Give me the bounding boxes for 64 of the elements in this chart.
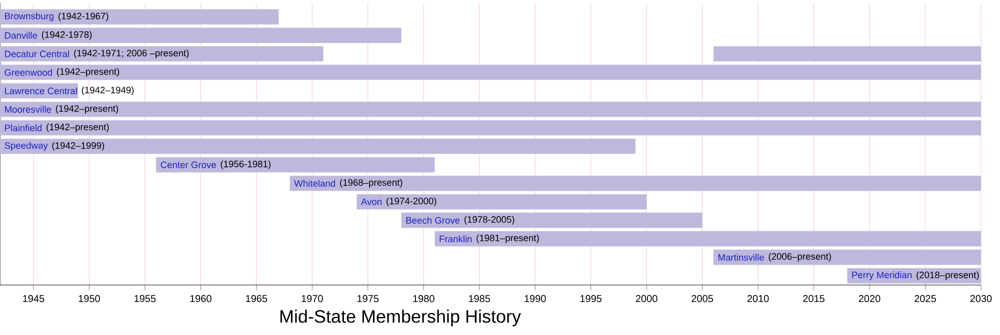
annotation: (2018–present): [916, 271, 979, 280]
x-tick-label: 1975: [358, 295, 379, 302]
y-tick-label: Brownsburg: [5, 12, 54, 22]
bar: [434, 231, 981, 246]
y-tick-label: Whiteland: [294, 180, 335, 187]
x-tick-label: 2005: [692, 295, 713, 302]
y-tick-label: Beech Grove: [406, 216, 460, 224]
y-tick-label: Martinsville: [718, 254, 764, 261]
y-tick-label: Avon: [361, 198, 382, 206]
y-tick-label: Greenwood: [4, 68, 52, 76]
x-tick-label: 1985: [468, 295, 490, 302]
x-tick-label: 1955: [134, 295, 156, 302]
x-tick-label: 2010: [747, 295, 769, 302]
annotation: (1978-2005): [464, 216, 514, 225]
x-tick-label: 1965: [246, 295, 268, 302]
annotation: (1956-1981): [220, 160, 270, 170]
annotation: (1968–present): [340, 178, 402, 188]
y-tick-label: Lawrence Central: [5, 87, 77, 94]
y-tick-label: Mooresville: [5, 106, 52, 113]
bar: [0, 120, 981, 136]
text: Mid-State Membership History: [280, 310, 521, 326]
y-tick-label: Franklin: [440, 235, 472, 242]
x-tick-label: 1970: [302, 295, 323, 302]
bar: [0, 138, 636, 154]
bar: [401, 212, 702, 228]
bar: [0, 46, 324, 62]
annotation: (2006–present): [768, 252, 831, 262]
x-tick-label: 1995: [580, 295, 602, 302]
x-tick-label: 1990: [524, 295, 546, 302]
bar: [0, 64, 981, 80]
x-tick-label: 2020: [858, 295, 880, 302]
annotation: (1942–present): [46, 123, 109, 132]
annotation: (1942-1971; 2006 –present): [74, 50, 189, 58]
y-tick-label: Decatur Central: [5, 50, 69, 58]
y-tick-label: Plainfield: [5, 124, 42, 132]
annotation: (1974-2000): [386, 197, 436, 206]
bar: [0, 28, 402, 43]
y-tick-label: Danville: [5, 32, 38, 39]
y-tick-label: Speedway: [4, 142, 48, 151]
y-tick-label: Perry Meridian: [852, 271, 912, 280]
annotation: (1942–1949): [82, 86, 134, 96]
bar: [356, 194, 647, 210]
x-tick-label: 2025: [914, 295, 936, 302]
x-tick-label: 1945: [23, 295, 44, 302]
bar: [0, 102, 981, 117]
x-tick-label: 1980: [413, 295, 434, 302]
annotation: (1942–1999): [52, 142, 104, 151]
bar: [713, 250, 981, 265]
bar: [713, 46, 981, 62]
annotation: (1942-1978): [42, 31, 92, 40]
annotation: (1981–present): [476, 234, 539, 244]
x-tick-label: 2030: [970, 295, 992, 302]
x-tick-label: 1960: [190, 295, 212, 302]
bar: [847, 268, 981, 284]
y-tick-label: Center Grove: [160, 162, 216, 168]
annotation: (1942–present): [56, 104, 118, 114]
x-tick-label: 1950: [78, 295, 100, 302]
bar: [0, 9, 279, 24]
annotation: (1942-1967): [58, 12, 108, 22]
bar: [290, 176, 981, 191]
annotation: (1942–present): [56, 68, 120, 77]
x-tick-label: 2015: [803, 295, 824, 302]
x-tick-label: 2000: [636, 295, 658, 302]
bar: [156, 157, 435, 172]
